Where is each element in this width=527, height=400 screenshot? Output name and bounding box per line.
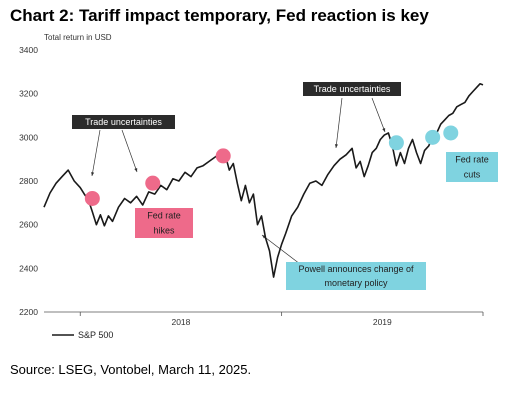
annotation-fed-rate-hikes-box	[135, 208, 193, 238]
annotation-arrow	[121, 129, 138, 173]
y-axis-label: Total return in USD	[44, 33, 112, 42]
pink-event-marker	[215, 148, 231, 164]
annotation-trade-uncertainties-left-box	[72, 115, 175, 129]
annotation-arrow	[261, 234, 301, 265]
annotation-powell-box	[286, 262, 426, 290]
x-axis	[44, 311, 484, 316]
annotation-powell: Powell announces change of monetary polic…	[286, 262, 426, 290]
annotation-trade-uncertainties-left-text: Trade uncertainties	[85, 117, 162, 127]
annotation-trade-uncertainties-right: Trade uncertainties	[303, 82, 401, 96]
annotation-fed-rate-cuts-text: Fed rate	[455, 155, 489, 165]
annotation-fed-rate-cuts-text: cuts	[464, 170, 481, 180]
pink-event-marker	[84, 190, 100, 206]
annotation-fed-rate-hikes: Fed rate hikes	[135, 208, 193, 238]
pink-event-marker	[145, 175, 161, 191]
annotation-powell-text: Powell announces change of	[298, 264, 414, 274]
y-tick-label: 2200	[19, 307, 38, 317]
annotations: Trade uncertainties Trade uncertainties Fe…	[72, 82, 498, 290]
cyan-event-marker	[425, 129, 441, 145]
annotation-arrowhead	[134, 168, 138, 172]
annotation-trade-uncertainties-right-box	[303, 82, 401, 96]
annotation-arrowhead	[382, 128, 386, 132]
y-tick-label: 2600	[19, 220, 38, 230]
cyan-event-marker	[388, 135, 404, 151]
annotation-arrow	[335, 97, 343, 149]
annotation-trade-uncertainties-left: Trade uncertainties	[72, 115, 175, 129]
y-tick-label: 3000	[19, 132, 38, 142]
y-tick-label: 3200	[19, 89, 38, 99]
x-axis-ticks: 2018 2019	[171, 317, 392, 327]
series-line-sp500	[43, 83, 484, 278]
y-axis-ticks: 2200 2400 2600 2800 3000 3200 3400	[19, 45, 38, 317]
cyan-event-marker	[443, 125, 459, 141]
event-markers	[84, 125, 459, 206]
annotation-fed-rate-cuts-box	[446, 152, 498, 182]
annotation-trade-uncertainties-right-text: Trade uncertainties	[314, 84, 391, 94]
y-tick-label: 3400	[19, 45, 38, 55]
legend: S&P 500	[52, 330, 113, 340]
annotation-fed-rate-cuts: Fed rate cuts	[446, 152, 498, 182]
annotation-fed-rate-hikes-text: hikes	[153, 226, 175, 236]
annotation-arrow	[91, 129, 101, 177]
annotation-fed-rate-hikes-text: Fed rate	[147, 211, 181, 221]
annotation-arrows	[91, 97, 386, 265]
annotation-arrow	[371, 97, 386, 133]
annotation-arrowhead	[334, 144, 338, 148]
x-tick-label: 2018	[171, 317, 190, 327]
annotation-powell-text: monetary policy	[324, 278, 388, 288]
y-tick-label: 2400	[19, 263, 38, 273]
chart-title: Chart 2: Tariff impact temporary, Fed re…	[10, 6, 429, 25]
source-note: Source: LSEG, Vontobel, March 11, 2025.	[10, 362, 252, 377]
x-tick-label: 2019	[373, 317, 392, 327]
legend-label: S&P 500	[78, 330, 113, 340]
annotation-arrowhead	[91, 172, 95, 176]
y-tick-label: 2800	[19, 176, 38, 186]
